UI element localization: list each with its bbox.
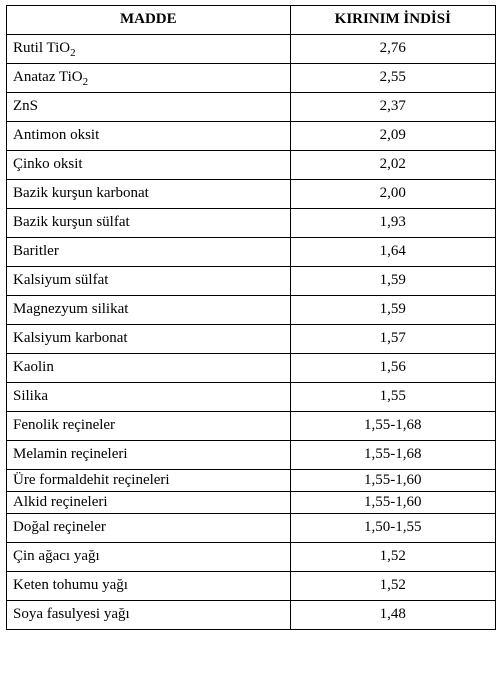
cell-value: 1,56	[290, 354, 495, 383]
cell-name: Keten tohumu yağı	[7, 572, 291, 601]
cell-name: Antimon oksit	[7, 122, 291, 151]
table-row: Çin ağacı yağı1,52	[7, 543, 496, 572]
cell-name: Bazik kurşun karbonat	[7, 180, 291, 209]
cell-value: 2,37	[290, 93, 495, 122]
table-row: Doğal reçineler1,50-1,55	[7, 514, 496, 543]
table-row: Baritler1,64	[7, 238, 496, 267]
header-kirinim: KIRINIM İNDİSİ	[290, 6, 495, 35]
cell-value: 2,76	[290, 35, 495, 64]
cell-name: Silika	[7, 383, 291, 412]
cell-name: Rutil TiO2	[7, 35, 291, 64]
cell-name: Soya fasulyesi yağı	[7, 601, 291, 630]
table-row: Soya fasulyesi yağı1,48	[7, 601, 496, 630]
table-row: Silika1,55	[7, 383, 496, 412]
table-row: Bazik kurşun sülfat1,93	[7, 209, 496, 238]
cell-value: 1,55-1,60	[290, 470, 495, 492]
table-row: Melamin reçineleri1,55-1,68	[7, 441, 496, 470]
cell-value: 2,00	[290, 180, 495, 209]
cell-name: Bazik kurşun sülfat	[7, 209, 291, 238]
cell-name: Anataz TiO2	[7, 64, 291, 93]
table-row: Kaolin1,56	[7, 354, 496, 383]
cell-value: 1,55	[290, 383, 495, 412]
cell-value: 1,59	[290, 267, 495, 296]
cell-name: Kaolin	[7, 354, 291, 383]
cell-name: ZnS	[7, 93, 291, 122]
table-row: Çinko oksit2,02	[7, 151, 496, 180]
table-row: Keten tohumu yağı1,52	[7, 572, 496, 601]
table-row: Anataz TiO22,55	[7, 64, 496, 93]
cell-value: 1,55-1,60	[290, 492, 495, 514]
table-row: Magnezyum silikat1,59	[7, 296, 496, 325]
cell-value: 1,52	[290, 572, 495, 601]
refractive-index-table: MADDE KIRINIM İNDİSİ Rutil TiO22,76Anata…	[6, 5, 496, 630]
cell-value: 2,55	[290, 64, 495, 93]
cell-name: Kalsiyum karbonat	[7, 325, 291, 354]
table-row: ZnS2,37	[7, 93, 496, 122]
table-row: Üre formaldehit reçineleri1,55-1,60	[7, 470, 496, 492]
cell-value: 1,64	[290, 238, 495, 267]
cell-value: 2,02	[290, 151, 495, 180]
cell-name: Üre formaldehit reçineleri	[7, 470, 291, 492]
cell-name: Doğal reçineler	[7, 514, 291, 543]
cell-value: 1,48	[290, 601, 495, 630]
table-row: Kalsiyum sülfat1,59	[7, 267, 496, 296]
cell-name: Fenolik reçineler	[7, 412, 291, 441]
table-row: Fenolik reçineler1,55-1,68	[7, 412, 496, 441]
cell-value: 1,59	[290, 296, 495, 325]
table-row: Antimon oksit2,09	[7, 122, 496, 151]
cell-value: 2,09	[290, 122, 495, 151]
cell-value: 1,55-1,68	[290, 412, 495, 441]
header-madde: MADDE	[7, 6, 291, 35]
cell-name: Çinko oksit	[7, 151, 291, 180]
cell-value: 1,57	[290, 325, 495, 354]
table-row: Kalsiyum karbonat1,57	[7, 325, 496, 354]
table-header-row: MADDE KIRINIM İNDİSİ	[7, 6, 496, 35]
cell-name: Alkid reçineleri	[7, 492, 291, 514]
table-row: Bazik kurşun karbonat2,00	[7, 180, 496, 209]
table-row: Alkid reçineleri1,55-1,60	[7, 492, 496, 514]
cell-name: Kalsiyum sülfat	[7, 267, 291, 296]
cell-value: 1,50-1,55	[290, 514, 495, 543]
cell-value: 1,52	[290, 543, 495, 572]
table-row: Rutil TiO22,76	[7, 35, 496, 64]
cell-value: 1,55-1,68	[290, 441, 495, 470]
cell-value: 1,93	[290, 209, 495, 238]
cell-name: Magnezyum silikat	[7, 296, 291, 325]
cell-name: Çin ağacı yağı	[7, 543, 291, 572]
cell-name: Melamin reçineleri	[7, 441, 291, 470]
cell-name: Baritler	[7, 238, 291, 267]
